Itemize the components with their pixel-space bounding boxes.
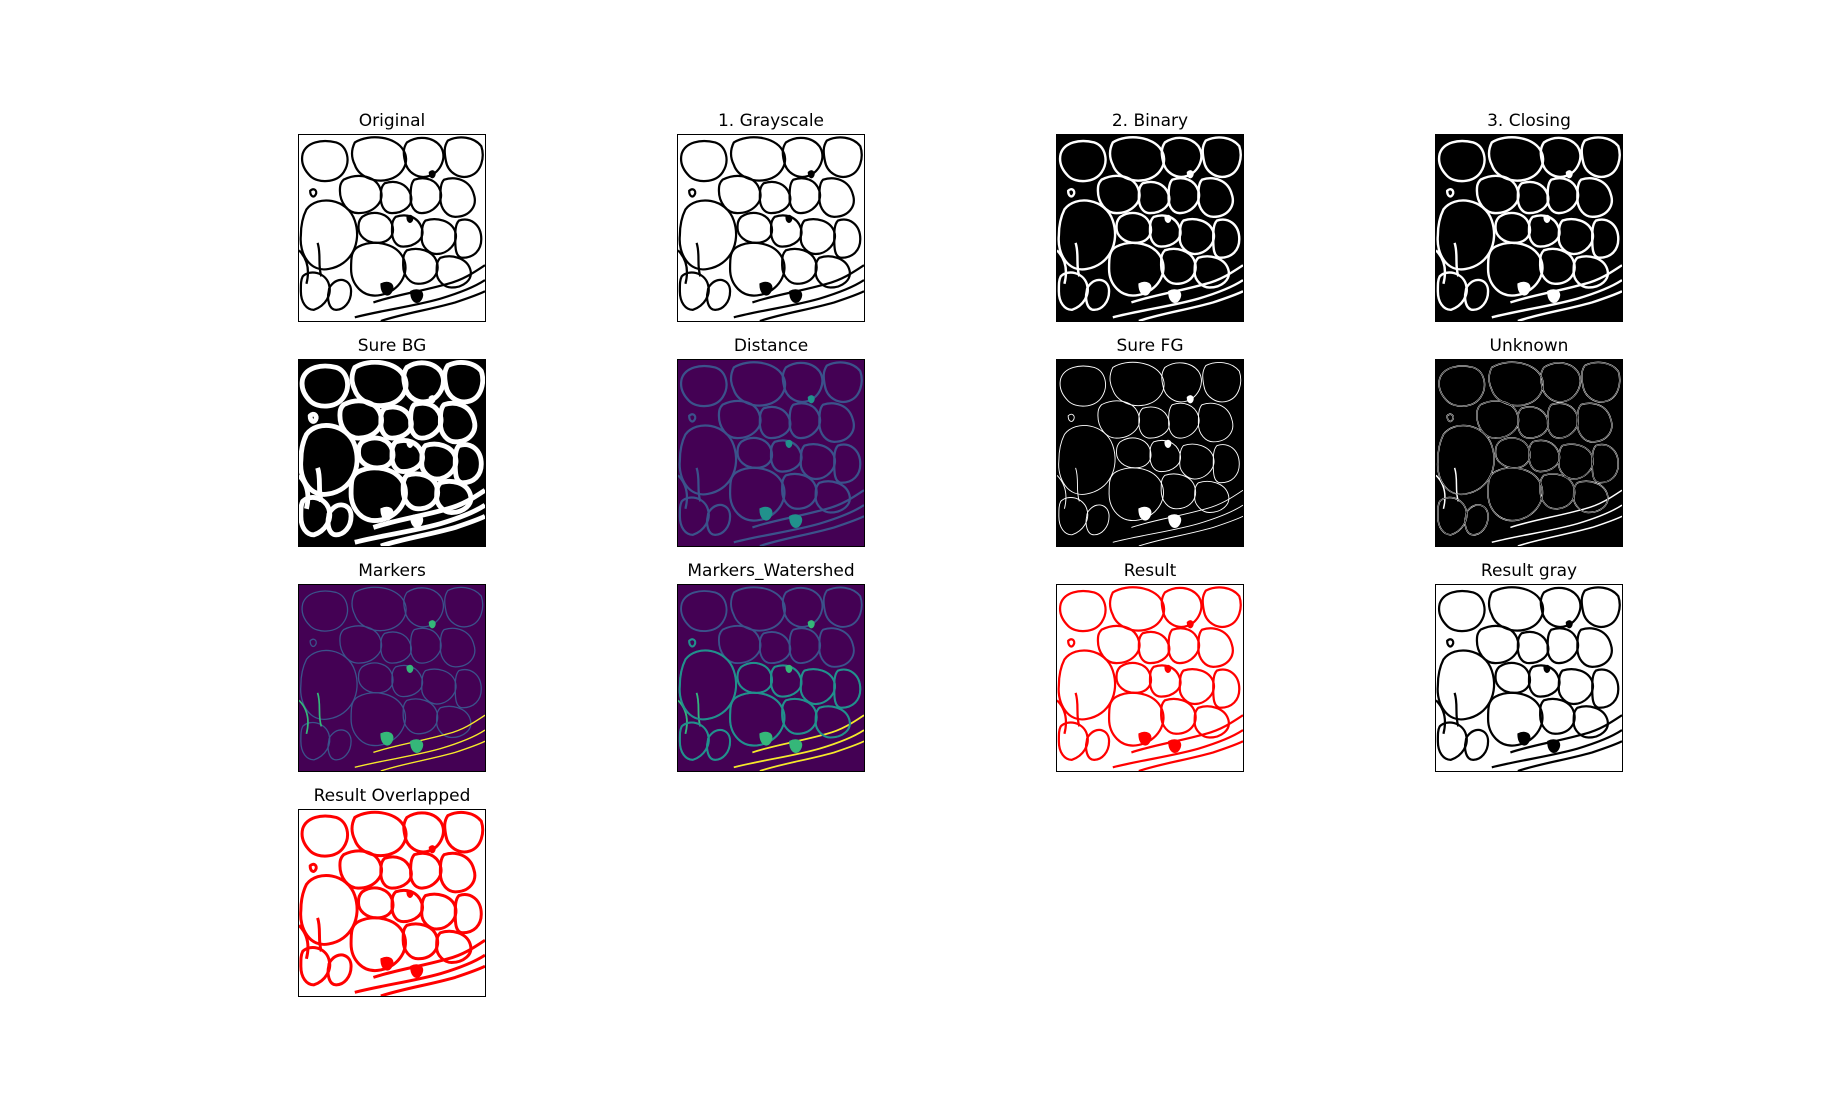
- panel-title: Result gray: [1480, 561, 1578, 581]
- panel-title: 2. Binary: [1111, 111, 1189, 131]
- panel-image: [1056, 134, 1244, 322]
- panel-title: Unknown: [1489, 336, 1569, 356]
- panel-title: Distance: [733, 336, 809, 356]
- panel-image-graphic: [678, 135, 864, 321]
- panel-image: [677, 584, 865, 772]
- panel-image: [677, 134, 865, 322]
- panel-title: Sure FG: [1116, 336, 1184, 356]
- panel-image: [1435, 134, 1623, 322]
- panel-image-graphic: [299, 135, 485, 321]
- panel-image-graphic: [678, 585, 864, 771]
- panel-title: Markers_Watershed: [687, 561, 855, 581]
- panel-title: Result: [1123, 561, 1177, 581]
- panel-image: [298, 809, 486, 997]
- panel-image-graphic: [1057, 360, 1243, 546]
- panel-image-graphic: [1057, 135, 1243, 321]
- panel-title: Original: [358, 111, 426, 131]
- panel-image-graphic: [1436, 360, 1622, 546]
- panel-image-graphic: [678, 360, 864, 546]
- panel-image: [1435, 584, 1623, 772]
- panel-image-graphic: [299, 810, 485, 996]
- panel-image-graphic: [1057, 585, 1243, 771]
- panel-title: 3. Closing: [1487, 111, 1571, 131]
- panel-image: [1056, 359, 1244, 547]
- panel-image: [298, 134, 486, 322]
- panel-title: Sure BG: [357, 336, 427, 356]
- panel-image: [298, 359, 486, 547]
- panel-image: [1435, 359, 1623, 547]
- panel-image-graphic: [299, 360, 485, 546]
- panel-image: [677, 359, 865, 547]
- panel-title: 1. Grayscale: [717, 111, 825, 131]
- panel-image-graphic: [299, 585, 485, 771]
- panel-image: [1056, 584, 1244, 772]
- panel-image: [298, 584, 486, 772]
- panel-image-graphic: [1436, 135, 1622, 321]
- panel-image-graphic: [1436, 585, 1622, 771]
- panel-title: Result Overlapped: [313, 786, 471, 806]
- panel-title: Markers: [358, 561, 426, 581]
